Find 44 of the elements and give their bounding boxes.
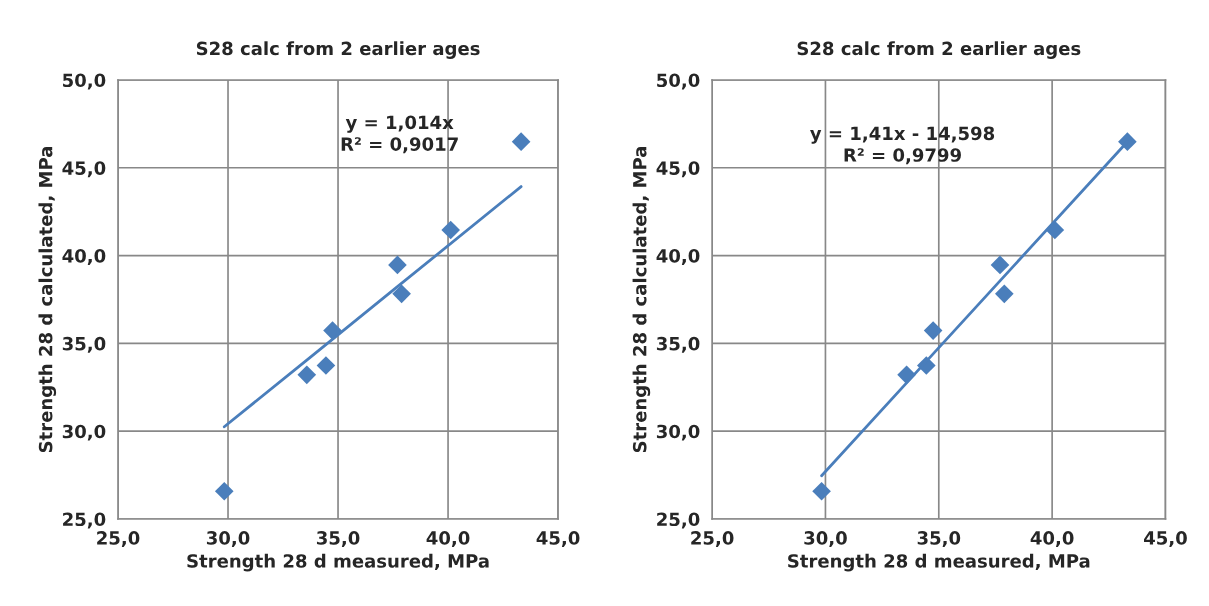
y-axis-title: Strength 28 d calculated, MPa <box>38 146 57 453</box>
annotation: y = 1,41x - 14,598 R² = 0,9799 <box>810 126 995 165</box>
y-tick-label: 45,0 <box>62 161 106 178</box>
y-tick-label: 30,0 <box>656 424 700 441</box>
y-tick-label: 45,0 <box>656 161 700 178</box>
point <box>994 284 1014 304</box>
y-tick-label: 30,0 <box>62 424 106 441</box>
x-tick-label: 45,0 <box>536 531 580 548</box>
point <box>316 356 336 375</box>
line-series <box>222 185 523 429</box>
y-tick-label: 35,0 <box>656 336 700 353</box>
y-tick-label: 35,0 <box>62 336 106 353</box>
y-tick-label: 50,0 <box>657 73 700 90</box>
y-tick-label: 25,0 <box>63 512 106 529</box>
point <box>392 284 411 304</box>
point <box>1118 132 1137 151</box>
annotation: y = 1,014x R² = 0,9017 <box>341 115 458 154</box>
x-tick-label: 45,0 <box>1144 531 1187 548</box>
chart-title: S28 calc from 2 earlier ages <box>797 41 1081 59</box>
x-tick-label: 40,0 <box>1030 531 1074 548</box>
point <box>297 365 317 385</box>
x-tick-label: 35,0 <box>316 531 360 548</box>
y-tick-label: 40,0 <box>656 249 700 266</box>
point <box>990 255 1010 275</box>
point <box>323 321 342 340</box>
y-tick-label: 25,0 <box>657 512 700 529</box>
point <box>812 481 831 501</box>
x-axis-title: Strength 28 d measured, MPa <box>788 553 1090 572</box>
point <box>441 220 461 240</box>
x-tick-label: 30,0 <box>206 531 250 548</box>
y-tick-label: 50,0 <box>63 73 106 90</box>
x-tick-label: 25,0 <box>97 531 140 548</box>
point <box>214 481 234 501</box>
x-axis-title: Strength 28 d measured, MPa <box>187 553 489 572</box>
y-tick-label: 40,0 <box>62 249 106 266</box>
chart-title: S28 calc from 2 earlier ages <box>196 41 480 59</box>
y-axis-title: Strength 28 d calculated, MPa <box>632 146 651 453</box>
point <box>923 321 943 340</box>
x-tick-label: 30,0 <box>804 531 847 548</box>
x-tick-label: 25,0 <box>691 531 734 548</box>
point <box>388 255 407 275</box>
x-tick-label: 40,0 <box>426 531 470 548</box>
point <box>511 132 531 151</box>
x-tick-label: 35,0 <box>917 531 961 548</box>
